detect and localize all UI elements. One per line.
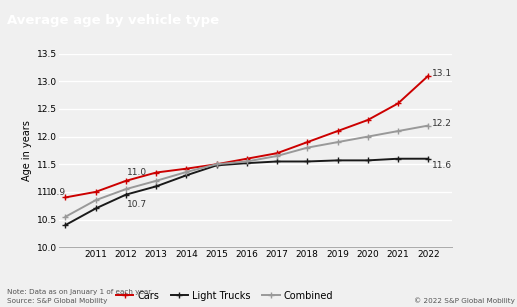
- Legend: Cars, Light Trucks, Combined: Cars, Light Trucks, Combined: [112, 287, 337, 305]
- Text: 11.0: 11.0: [127, 168, 147, 177]
- Text: 13.1: 13.1: [432, 69, 452, 78]
- Text: © 2022 S&P Global Mobility: © 2022 S&P Global Mobility: [414, 297, 514, 304]
- Text: 10.7: 10.7: [127, 200, 147, 209]
- Text: 10.9: 10.9: [46, 188, 66, 196]
- Y-axis label: Age in years: Age in years: [22, 120, 33, 181]
- Text: Average age by vehicle type: Average age by vehicle type: [7, 14, 219, 27]
- Text: 12.2: 12.2: [432, 119, 452, 128]
- Text: Note: Data as on January 1 of each year
Source: S&P Global Mobility: Note: Data as on January 1 of each year …: [7, 290, 151, 304]
- Text: 11.6: 11.6: [432, 161, 452, 170]
